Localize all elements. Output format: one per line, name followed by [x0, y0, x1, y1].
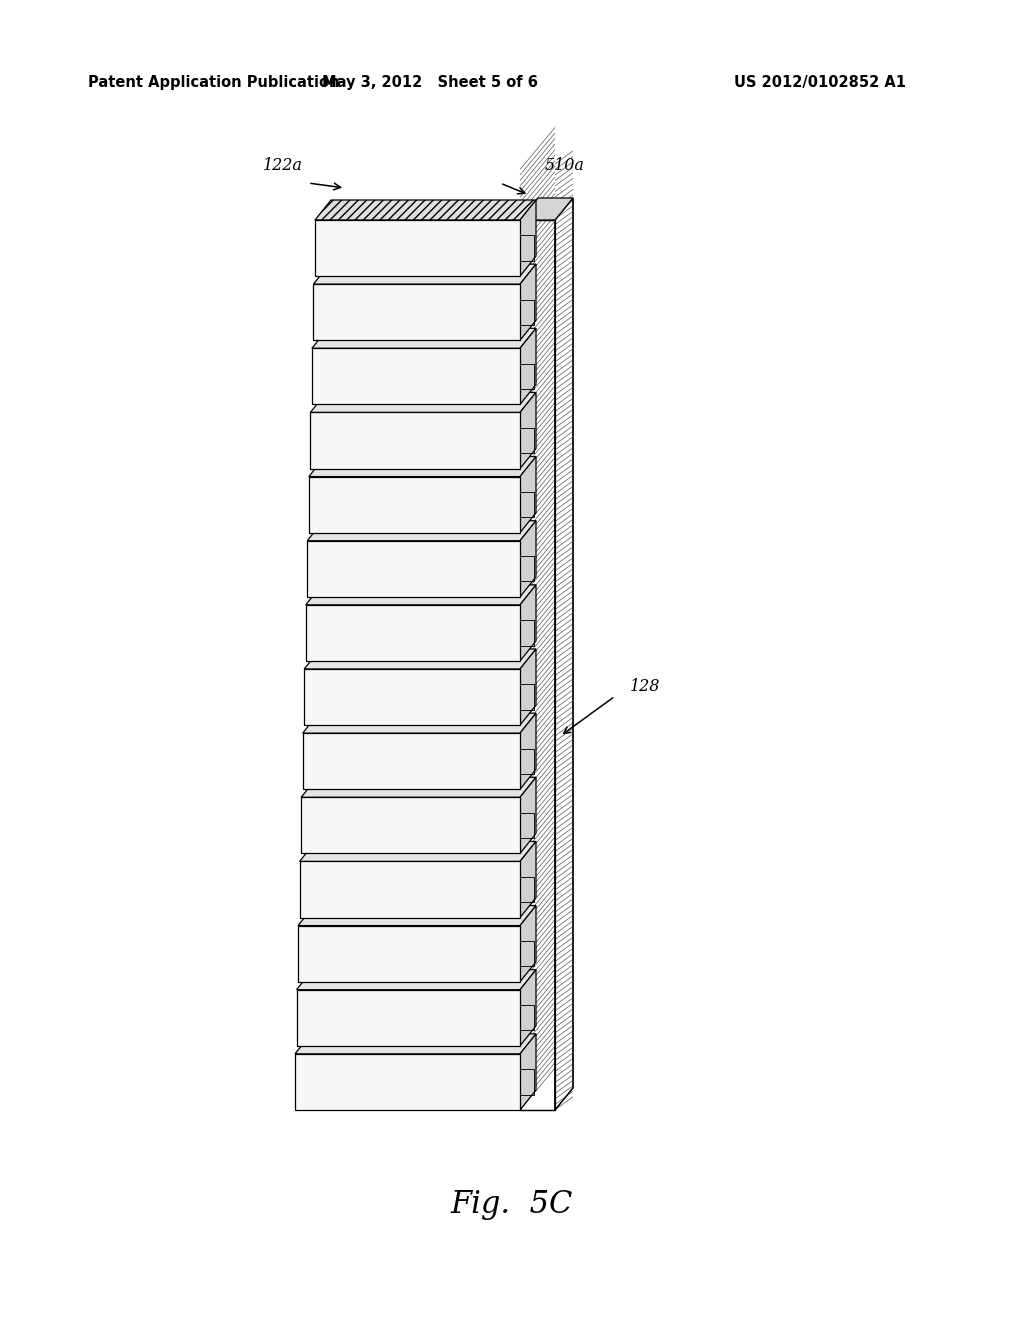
Polygon shape	[520, 264, 536, 341]
Polygon shape	[304, 649, 536, 669]
Polygon shape	[520, 457, 536, 533]
Polygon shape	[309, 457, 536, 477]
Polygon shape	[555, 198, 573, 1110]
Text: 128: 128	[630, 677, 660, 694]
Text: 510a: 510a	[545, 157, 585, 173]
Polygon shape	[295, 1053, 520, 1110]
Polygon shape	[520, 585, 536, 661]
Polygon shape	[295, 1034, 536, 1053]
Polygon shape	[303, 713, 536, 733]
Polygon shape	[315, 201, 536, 220]
Polygon shape	[300, 841, 536, 862]
Polygon shape	[297, 970, 536, 990]
Polygon shape	[313, 284, 520, 341]
Polygon shape	[306, 605, 520, 661]
Polygon shape	[309, 477, 520, 533]
Text: 122a: 122a	[263, 157, 303, 173]
Polygon shape	[301, 797, 520, 854]
Polygon shape	[313, 264, 536, 284]
Polygon shape	[310, 392, 536, 412]
Polygon shape	[520, 649, 536, 725]
Polygon shape	[520, 1034, 536, 1110]
Polygon shape	[312, 348, 520, 404]
Polygon shape	[312, 329, 536, 348]
Polygon shape	[297, 990, 520, 1045]
Polygon shape	[520, 906, 536, 982]
Text: Patent Application Publication: Patent Application Publication	[88, 75, 340, 91]
Polygon shape	[520, 392, 536, 469]
Polygon shape	[520, 841, 536, 917]
Polygon shape	[520, 713, 536, 789]
Polygon shape	[303, 733, 520, 789]
Polygon shape	[520, 201, 536, 276]
Polygon shape	[520, 198, 573, 220]
Polygon shape	[301, 777, 536, 797]
Polygon shape	[520, 520, 536, 597]
Polygon shape	[298, 906, 536, 925]
Polygon shape	[306, 585, 536, 605]
Polygon shape	[520, 329, 536, 404]
Text: Fig.  5C: Fig. 5C	[451, 1189, 573, 1221]
Polygon shape	[310, 412, 520, 469]
Polygon shape	[520, 220, 555, 1110]
Polygon shape	[315, 220, 520, 276]
Polygon shape	[304, 669, 520, 725]
Polygon shape	[520, 970, 536, 1045]
Polygon shape	[298, 925, 520, 982]
Text: May 3, 2012   Sheet 5 of 6: May 3, 2012 Sheet 5 of 6	[323, 75, 538, 91]
Polygon shape	[300, 862, 520, 917]
Polygon shape	[520, 777, 536, 854]
Polygon shape	[307, 541, 520, 597]
Text: US 2012/0102852 A1: US 2012/0102852 A1	[734, 75, 906, 91]
Polygon shape	[307, 520, 536, 541]
